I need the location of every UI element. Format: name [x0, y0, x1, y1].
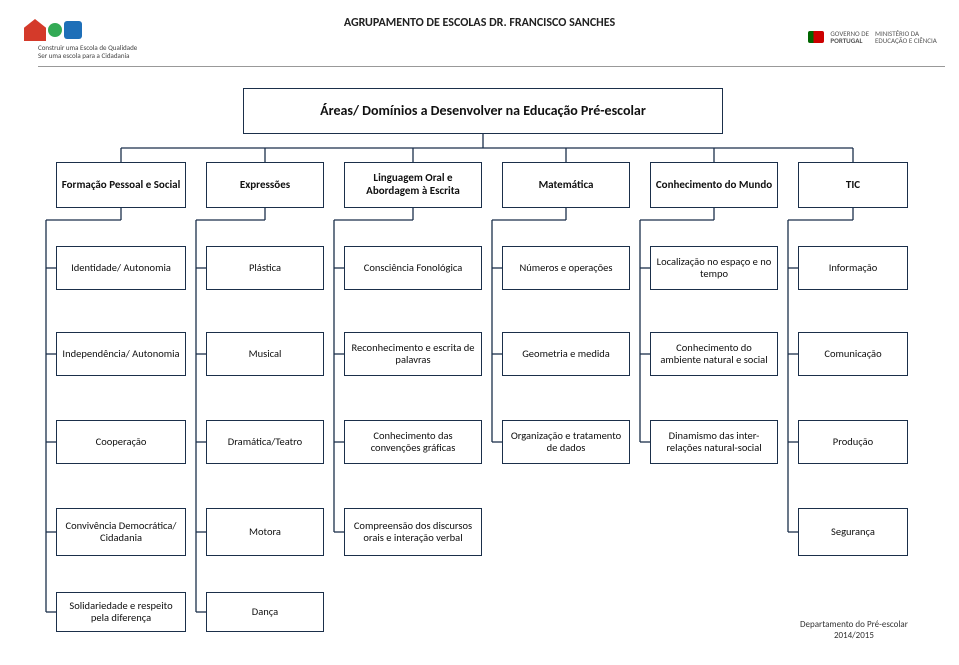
cell-r1-c0: Independência/ Autonomia	[56, 332, 186, 376]
cell-r2-c3: Organização e tratamento de dados	[502, 420, 630, 464]
cell-r3-c0: Convivência Democrática/ Cidadania	[56, 508, 186, 556]
gov-text: GOVERNO DE PORTUGAL	[830, 30, 869, 44]
cell-r0-c5: Informação	[798, 246, 908, 290]
cell-r2-c0: Cooperação	[56, 420, 186, 464]
root-node: Áreas/ Domínios a Desenvolver na Educaçã…	[243, 88, 723, 134]
level1-node-0: Formação Pessoal e Social	[56, 162, 186, 208]
level1-node-3: Matemática	[502, 162, 630, 208]
cell-r1-c2: Reconhecimento e escrita de palavras	[344, 332, 482, 376]
cell-r3-c2: Compreensão dos discursos orais e intera…	[344, 508, 482, 556]
logo-text: Construir uma Escola de Qualidade Ser um…	[38, 44, 137, 59]
cell-r1-c5: Comunicação	[798, 332, 908, 376]
level1-node-2: Linguagem Oral e Abordagem à Escrita	[344, 162, 482, 208]
cell-r2-c4: Dinamismo das inter-relações natural-soc…	[650, 420, 778, 464]
cell-r0-c4: Localização no espaço e no tempo	[650, 246, 778, 290]
page-header: Construir uma Escola de Qualidade Ser um…	[0, 0, 959, 70]
cell-r0-c2: Consciência Fonológica	[344, 246, 482, 290]
cell-r2-c2: Conhecimento das convenções gráficas	[344, 420, 482, 464]
cell-r2-c5: Produção	[798, 420, 908, 464]
cell-r3-c5: Segurança	[798, 508, 908, 556]
cell-r4-c1: Dança	[206, 592, 324, 632]
flag-icon	[808, 31, 824, 43]
cell-r4-c0: Solidariedade e respeito pela diferença	[56, 592, 186, 632]
cell-r1-c4: Conhecimento do ambiente natural e socia…	[650, 332, 778, 376]
gov-ministry: MINISTÉRIO DA EDUCAÇÃO E CIÊNCIA	[875, 30, 945, 44]
gov-logo: GOVERNO DE PORTUGAL MINISTÉRIO DA EDUCAÇ…	[808, 30, 945, 44]
level1-node-4: Conhecimento do Mundo	[650, 162, 778, 208]
logo-text-line2: Ser uma escola para a Cidadania	[38, 52, 137, 60]
cell-r1-c1: Musical	[206, 332, 324, 376]
cell-r1-c3: Geometria e medida	[502, 332, 630, 376]
department-note: Departamento do Pré-escolar 2014/2015	[800, 620, 908, 642]
document-title: AGRUPAMENTO DE ESCOLAS DR. FRANCISCO SAN…	[0, 16, 959, 30]
cell-r3-c1: Motora	[206, 508, 324, 556]
level1-node-1: Expressões	[206, 162, 324, 208]
cell-r0-c1: Plástica	[206, 246, 324, 290]
cell-r2-c1: Dramática/Teatro	[206, 420, 324, 464]
horizontal-rule	[38, 66, 945, 67]
dept-note-line2: 2014/2015	[800, 631, 908, 642]
level1-node-5: TIC	[798, 162, 908, 208]
cell-r0-c0: Identidade/ Autonomia	[56, 246, 186, 290]
cell-r0-c3: Números e operações	[502, 246, 630, 290]
